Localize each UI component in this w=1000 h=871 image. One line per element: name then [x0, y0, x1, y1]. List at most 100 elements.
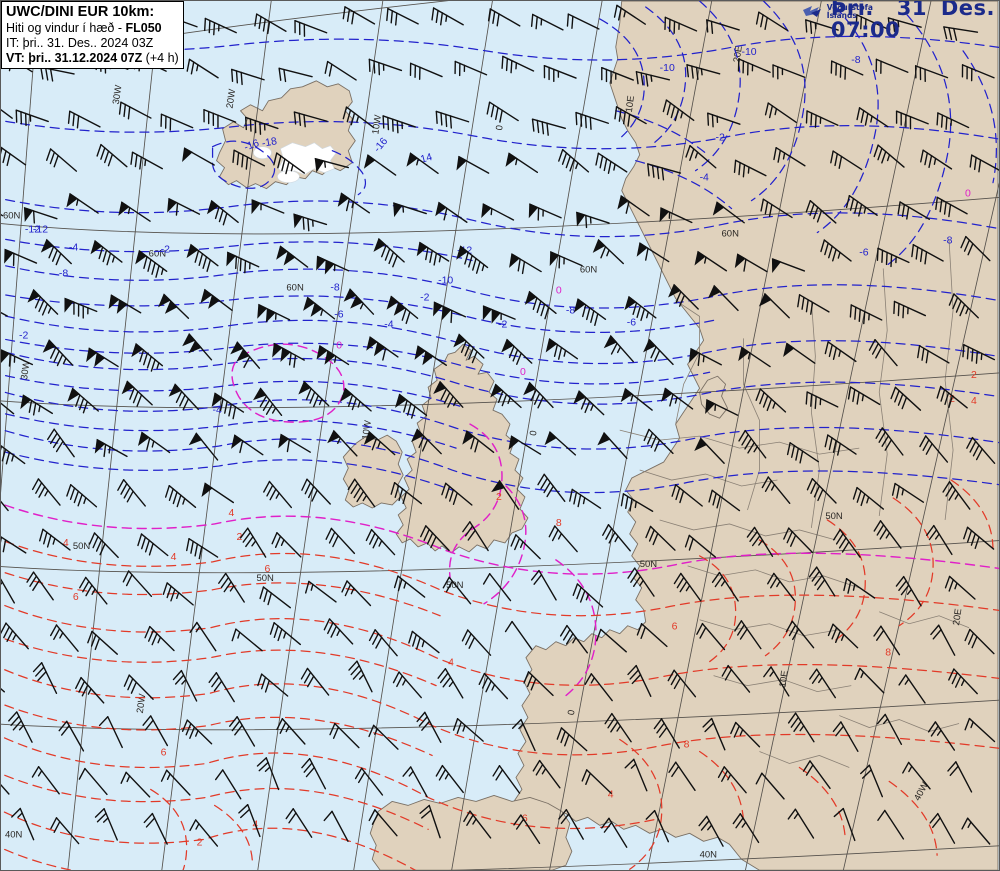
barb-full-10kt [122, 570, 130, 583]
barb-pennant-50kt [441, 305, 452, 321]
barb-full-10kt [961, 817, 969, 830]
wind-barb [181, 719, 213, 745]
barb-pennant-50kt [118, 201, 130, 216]
isotherm-warm-iberia [150, 788, 188, 870]
barb-full-10kt [947, 761, 957, 772]
barb-pennant-50kt [231, 434, 243, 449]
barb-shaft [948, 481, 971, 510]
barb-full-10kt [463, 810, 471, 823]
barb-full-10kt [231, 68, 234, 83]
barb-half-5kt [453, 399, 458, 407]
barb-full-10kt [78, 397, 85, 411]
barb-full-10kt [6, 153, 11, 167]
barb-full-10kt [147, 258, 152, 272]
isotherm-cold-n2 [645, 6, 687, 146]
barb-half-5kt [616, 346, 622, 354]
barb-full-10kt [885, 251, 888, 266]
barb-full-10kt [467, 529, 476, 541]
barb-full-10kt [673, 677, 682, 690]
wind-barb [382, 115, 416, 134]
barb-full-10kt [847, 386, 852, 400]
barb-full-10kt [624, 758, 635, 769]
barb-full-10kt [629, 498, 633, 512]
wind-barb [845, 195, 878, 217]
barb-full-10kt [120, 771, 127, 784]
barb-half-5kt [362, 494, 368, 502]
wind-barb [643, 338, 674, 366]
barb-half-5kt [572, 636, 577, 644]
barb-full-10kt [559, 624, 568, 637]
barb-full-10kt [132, 390, 139, 404]
wind-barb [394, 393, 428, 419]
barb-full-10kt [58, 720, 68, 732]
barb-pennant-50kt [705, 399, 716, 414]
barb-full-10kt [273, 625, 279, 639]
barb-full-10kt [372, 536, 380, 549]
barb-full-10kt [186, 58, 191, 72]
barb-full-10kt [496, 13, 500, 27]
barb-half-5kt [160, 267, 164, 276]
barb-full-10kt [499, 109, 503, 123]
wind-barb [843, 578, 876, 599]
barb-full-10kt [716, 495, 721, 509]
barb-pennant-50kt [42, 339, 56, 353]
wind-barb [595, 152, 628, 174]
wind-barb [67, 387, 100, 414]
wind-barb [911, 244, 944, 265]
wind-barb [368, 809, 398, 837]
barb-full-10kt [530, 569, 540, 581]
barb-full-10kt [721, 769, 729, 782]
barb-pennant-50kt [316, 255, 327, 271]
barb-full-10kt [482, 573, 491, 585]
barb-full-10kt [948, 395, 954, 409]
barb-half-5kt [838, 349, 842, 357]
barb-half-5kt [108, 446, 111, 454]
wind-barb [189, 819, 219, 847]
wind-barb [830, 60, 864, 80]
barb-full-10kt [689, 148, 695, 161]
barb-full-10kt [76, 115, 80, 129]
barb-full-10kt [897, 393, 904, 406]
barb-half-5kt [782, 152, 786, 160]
wind-barb [420, 525, 450, 552]
wind-barb [251, 199, 285, 215]
wind-barb [947, 761, 973, 793]
barb-full-10kt [53, 350, 60, 363]
barb-full-10kt [146, 355, 152, 369]
barb-pennant-50kt [201, 482, 213, 497]
label-50N-b: 50N [256, 573, 274, 584]
barb-full-10kt [511, 718, 522, 729]
barb-full-10kt [669, 393, 674, 407]
barb-full-10kt [141, 536, 147, 550]
wind-barb [548, 525, 578, 553]
barb-full-10kt [876, 247, 879, 261]
barb-pennant-50kt [523, 381, 537, 396]
barb-pennant-50kt [661, 387, 673, 402]
barb-full-10kt [533, 574, 543, 585]
barb-full-10kt [330, 625, 338, 638]
barb-full-10kt [328, 531, 336, 544]
isotherm--6b [1, 373, 461, 407]
barb-full-10kt [640, 308, 646, 322]
barb-full-10kt [329, 722, 336, 736]
barb-half-5kt [176, 591, 180, 599]
barb-full-10kt [963, 526, 969, 540]
barb-full-10kt [262, 399, 271, 411]
barb-shaft [590, 673, 613, 702]
barb-half-5kt [359, 302, 364, 310]
wind-barb [419, 804, 441, 839]
barb-full-10kt [211, 676, 220, 688]
chart-title-line: UWC/DINI EUR 10km: [6, 4, 179, 21]
barb-shaft [653, 809, 670, 843]
barb-full-10kt [770, 576, 778, 589]
wind-barb [627, 664, 652, 697]
wind-barb [88, 532, 119, 559]
barb-full-10kt [224, 400, 228, 414]
barb-half-5kt [575, 162, 579, 170]
wind-barb [624, 758, 648, 792]
barb-full-10kt [691, 65, 694, 79]
barb-full-10kt [551, 529, 559, 542]
barb-full-10kt [662, 99, 668, 113]
barb-full-10kt [816, 579, 826, 591]
barb-full-10kt [576, 586, 582, 600]
